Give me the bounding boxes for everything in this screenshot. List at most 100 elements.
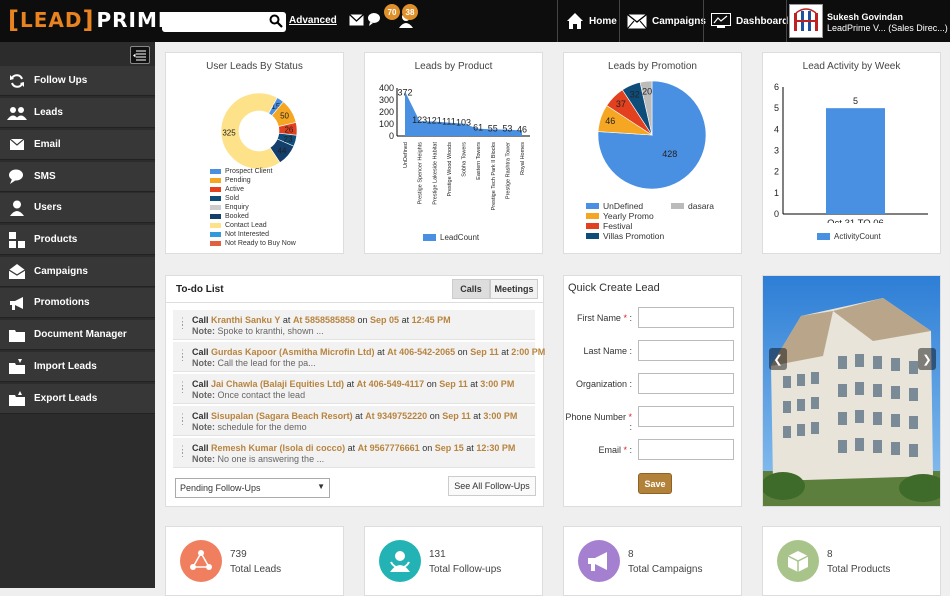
sidebar-item-email[interactable]: Email [0, 130, 155, 160]
sidebar-item-users[interactable]: Users [0, 193, 155, 223]
user-menu[interactable]: Sukesh Govindan LeadPrime V... (Sales Di… [787, 2, 950, 40]
sidebar-item-follow-ups[interactable]: Follow Ups [0, 66, 155, 96]
see-all-follow-ups-button[interactable]: See All Follow-Ups [448, 476, 536, 496]
search-icon[interactable] [268, 13, 284, 29]
legend-item: Active [210, 185, 296, 194]
sidebar-item-import-leads[interactable]: Import Leads [0, 352, 155, 382]
sidebar-item-sms[interactable]: SMS [0, 162, 155, 192]
legend-item: Prospect Client [210, 167, 296, 176]
avatar[interactable] [789, 4, 823, 38]
todo-phone-link[interactable]: At 5858585858 [292, 315, 355, 325]
logo-prime: PRIME [96, 8, 173, 32]
company-logo-icon [794, 8, 818, 31]
bar-activitycount[interactable] [826, 108, 885, 214]
carousel-next-button[interactable]: ❯ [918, 348, 936, 370]
field-label-text: First Name [576, 313, 621, 323]
todo-phone-link[interactable]: At 9567776661 [357, 443, 420, 453]
sidebar-item-document-manager[interactable]: Document Manager [0, 320, 155, 350]
todo-item[interactable]: ⋮ ⋮ Call Jai Chawla (Balaji Equities Ltd) … [173, 374, 535, 404]
legend-label: ActivityCount [834, 232, 881, 241]
nav-campaigns[interactable]: Campaigns [627, 8, 706, 34]
todo-text: at [347, 443, 356, 453]
pie-slice[interactable] [220, 92, 281, 170]
todo-contact-link[interactable]: Gurdas Kapoor (Asmitha Microfin Ltd) [211, 347, 375, 357]
drag-handle-icon[interactable]: ⋮ ⋮ [178, 412, 187, 426]
stat-total-follow-ups[interactable]: 131 Total Follow-ups [364, 526, 543, 596]
logo-bracket-open: [ [8, 6, 20, 34]
advanced-search-link[interactable]: Advanced [289, 15, 337, 26]
field-label-suffix: : [629, 379, 632, 389]
stat-total-products[interactable]: 8 Total Products [762, 526, 941, 596]
pie-slice[interactable] [639, 80, 653, 136]
sidebar-item-campaigns[interactable]: Campaigns [0, 257, 155, 287]
slice-label: 44 [278, 146, 287, 155]
todo-note-text: Spoke to kranthi, shown ... [217, 326, 324, 336]
x-tick-label: Prestige Lakeside Habitat [432, 142, 438, 205]
legend-swatch [671, 202, 684, 209]
carousel-prev-button[interactable]: ❮ [769, 348, 787, 370]
todo-time: 12:30 PM [476, 443, 516, 453]
tab-calls[interactable]: Calls [452, 279, 490, 299]
envelope-icon [10, 139, 24, 150]
legend-swatch [586, 232, 599, 239]
legend-label: Festival [603, 220, 633, 231]
envelope-icon[interactable] [349, 14, 364, 26]
stat-value: 8 [827, 549, 833, 560]
chart-title: Leads by Product [414, 61, 493, 72]
product-area-chart[interactable]: 0 100 200 300 400 372 UnDefined 123 Prestige Spe… [365, 78, 544, 228]
drag-handle-icon[interactable]: ⋮ ⋮ [178, 316, 187, 330]
todo-text: at [346, 379, 355, 389]
todo-phone-link[interactable]: At 406-549-4117 [356, 379, 425, 389]
follow-up-count-badge[interactable]: 70 [384, 4, 400, 20]
todo-item[interactable]: ⋮ ⋮ Call Gurdas Kapoor (Asmitha Microfin L… [173, 342, 545, 372]
folder-icon [9, 329, 25, 342]
todo-contact-link[interactable]: Remesh Kumar (Isola di cocco) [211, 443, 346, 453]
status-legend: Prospect Client Pending Active Sold Enquiry B… [210, 167, 296, 248]
megaphone-icon [578, 540, 620, 582]
follow-up-filter-select[interactable]: Pending Follow-Ups ▼ [175, 478, 330, 498]
save-button[interactable]: Save [638, 473, 672, 494]
chart-panel-promotion: Leads by Promotion 428 46 37 32 20 UnDefined… [563, 52, 742, 254]
todo-phone-link[interactable]: At 406-542-2065 [387, 347, 456, 357]
nav-dashboard[interactable]: Dashboard [711, 8, 788, 34]
todo-contact-link[interactable]: Jai Chawla (Balaji Equities Ltd) [211, 379, 345, 389]
legend-swatch [586, 212, 599, 219]
app-logo[interactable]: [ LEAD ] PRIME [8, 6, 173, 34]
todo-phone-link[interactable]: At 9349752220 [365, 411, 428, 421]
todo-contact-link[interactable]: Kranthi Sanku Y [211, 315, 281, 325]
field-input-organization[interactable] [638, 373, 734, 394]
drag-handle-icon[interactable]: ⋮ ⋮ [178, 444, 187, 458]
stat-total-leads[interactable]: 739 Total Leads [165, 526, 344, 596]
todo-item[interactable]: ⋮ ⋮ Call Remesh Kumar (Isola di cocco) at … [173, 438, 535, 468]
area-series-leadcount[interactable] [405, 91, 522, 136]
phone-chat-icon[interactable] [367, 12, 383, 28]
todo-note: Note: schedule for the demo [192, 422, 307, 432]
todo-item[interactable]: ⋮ ⋮ Call Kranthi Sanku Y at At 5858585858 … [173, 310, 535, 340]
drag-handle-icon[interactable]: ⋮ ⋮ [178, 380, 187, 394]
sidebar-toggle-button[interactable] [130, 46, 150, 64]
todo-text: at [501, 347, 509, 357]
week-bar-chart[interactable]: 0 1 2 3 4 5 6 5 Oct 31 TO 06 [763, 73, 942, 223]
nav-home[interactable]: Home [566, 8, 617, 34]
nav-campaigns-label: Campaigns [652, 15, 706, 27]
field-input-first-name[interactable] [638, 307, 734, 328]
search-input[interactable] [162, 12, 286, 32]
legend-label: Enquiry [225, 204, 249, 211]
todo-item-line: Call Remesh Kumar (Isola di cocco) at At… [192, 443, 515, 453]
field-input-last-name[interactable] [638, 340, 734, 361]
field-input-phone-number[interactable] [638, 406, 734, 427]
user-count-badge[interactable]: 38 [402, 4, 418, 20]
tab-meetings[interactable]: Meetings [490, 279, 538, 299]
drag-handle-icon[interactable]: ⋮ ⋮ [178, 348, 187, 362]
sidebar-item-leads[interactable]: Leads [0, 98, 155, 128]
sidebar-item-promotions[interactable]: Promotions [0, 288, 155, 318]
stat-total-campaigns[interactable]: 8 Total Campaigns [563, 526, 742, 596]
todo-contact-link[interactable]: Sisupalan (Sagara Beach Resort) [211, 411, 353, 421]
field-input-email[interactable] [638, 439, 734, 460]
sidebar-item-export-leads[interactable]: Export Leads [0, 384, 155, 414]
sidebar-item-label: Users [34, 202, 62, 213]
sidebar-item-products[interactable]: Products [0, 225, 155, 255]
todo-item[interactable]: ⋮ ⋮ Call Sisupalan (Sagara Beach Resort) a… [173, 406, 535, 436]
